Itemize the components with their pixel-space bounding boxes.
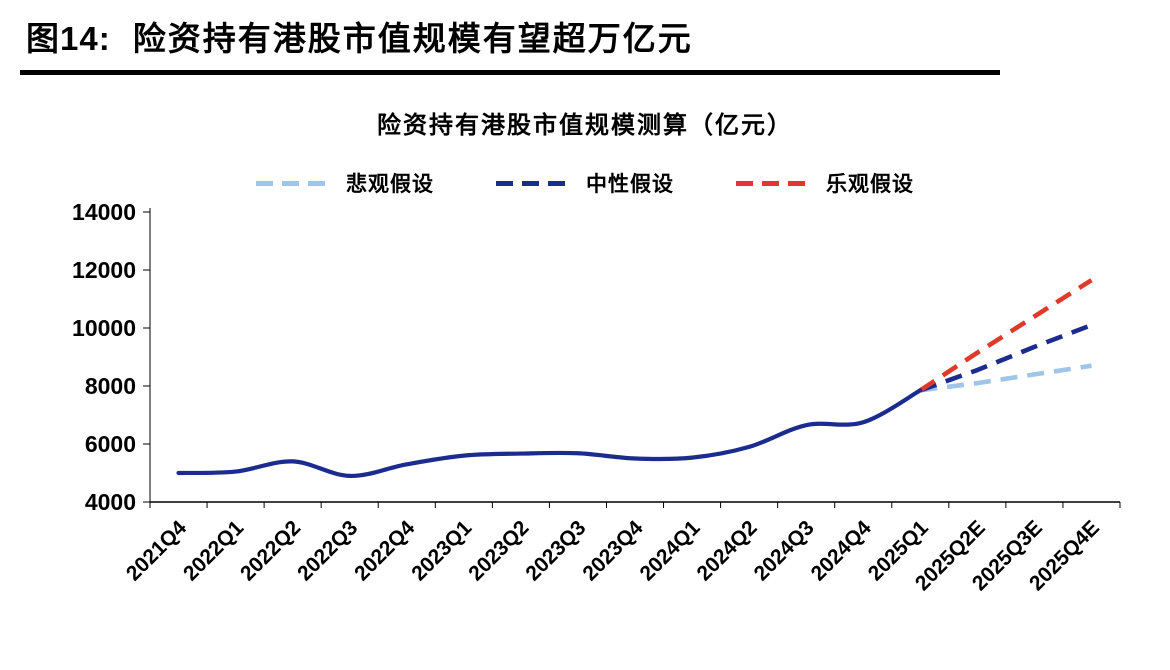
x-tick-label: 2023Q2 <box>464 516 533 585</box>
chart-title: 险资持有港股市值规模测算（亿元） <box>377 112 793 139</box>
x-tick-label: 2022Q1 <box>179 516 248 585</box>
x-tick-label: 2024Q1 <box>635 516 704 585</box>
series-line-neutral <box>919 322 1093 393</box>
legend-dash-swatch <box>736 180 812 186</box>
x-tick-label: 2021Q4 <box>122 516 191 585</box>
figure-title: 险资持有港股市值规模有望超万亿元 <box>132 20 693 57</box>
y-tick-label: 10000 <box>72 315 136 341</box>
line-chart-plot: 4000600080001000012000140002021Q42022Q12… <box>72 202 1121 595</box>
series-line-historical <box>176 388 923 479</box>
legend-dash-swatch <box>496 180 572 186</box>
x-tick-label: 2024Q2 <box>693 516 762 585</box>
legend-label: 乐观假设 <box>826 173 914 196</box>
x-tick-label: 2023Q3 <box>521 516 590 585</box>
y-tick-label: 14000 <box>72 202 136 225</box>
y-tick-label: 4000 <box>85 489 136 515</box>
x-tick-label: 2022Q4 <box>350 516 419 585</box>
legend-item-optimistic: 乐观假设 <box>736 168 914 198</box>
legend-label: 中性假设 <box>586 173 674 196</box>
x-tick-label: 2022Q2 <box>236 516 305 585</box>
figure-header: 图14: 险资持有港股市值规模有望超万亿元 <box>0 0 1170 60</box>
y-tick-label: 6000 <box>85 431 136 457</box>
legend-label: 悲观假设 <box>346 173 434 196</box>
series-line-optimistic <box>919 278 1093 393</box>
figure-number: 图14: <box>26 20 111 57</box>
legend-item-pessimistic: 悲观假设 <box>256 168 434 198</box>
y-tick-label: 8000 <box>85 373 136 399</box>
x-tick-label: 2024Q3 <box>750 516 819 585</box>
x-tick-label: 2023Q4 <box>578 516 647 585</box>
chart-legend: 悲观假设 中性假设 乐观假设 <box>0 168 1170 198</box>
x-tick-label: 2023Q1 <box>407 516 476 585</box>
legend-item-neutral: 中性假设 <box>496 168 674 198</box>
legend-dash-swatch <box>256 180 332 186</box>
header-rule <box>20 70 1000 75</box>
x-tick-label: 2022Q3 <box>293 516 362 585</box>
x-tick-label: 2024Q4 <box>807 516 876 585</box>
y-tick-label: 12000 <box>72 257 136 283</box>
series-line-pessimistic <box>920 363 1092 393</box>
